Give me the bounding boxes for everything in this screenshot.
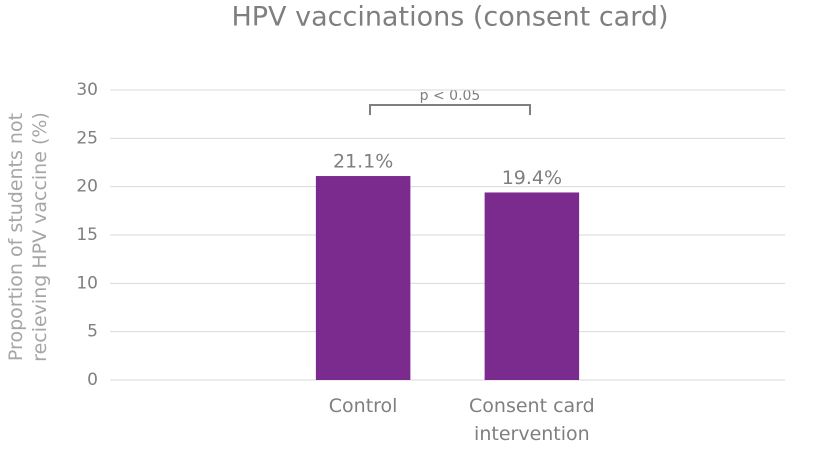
chart-title: HPV vaccinations (consent card) (231, 2, 668, 33)
data-label: 19.4% (502, 167, 562, 189)
y-tick-label: 15 (76, 225, 98, 245)
bar (315, 176, 411, 380)
x-tick-label: Consent card intervention (469, 395, 595, 445)
y-tick-label: 0 (87, 370, 98, 390)
y-tick-label: 20 (76, 177, 98, 197)
y-axis-title: Proportion of students not recieving HPV… (5, 112, 51, 362)
y-tick-label: 5 (87, 322, 98, 342)
data-label: 21.1% (333, 151, 393, 173)
significance-bracket (369, 104, 531, 115)
y-tick-label: 30 (76, 80, 98, 100)
x-tick-label: Control (328, 395, 398, 417)
bar (484, 192, 580, 380)
y-tick-label: 25 (76, 128, 98, 148)
annotation: p < 0.05 (420, 88, 481, 104)
y-tick-label: 10 (76, 273, 98, 293)
